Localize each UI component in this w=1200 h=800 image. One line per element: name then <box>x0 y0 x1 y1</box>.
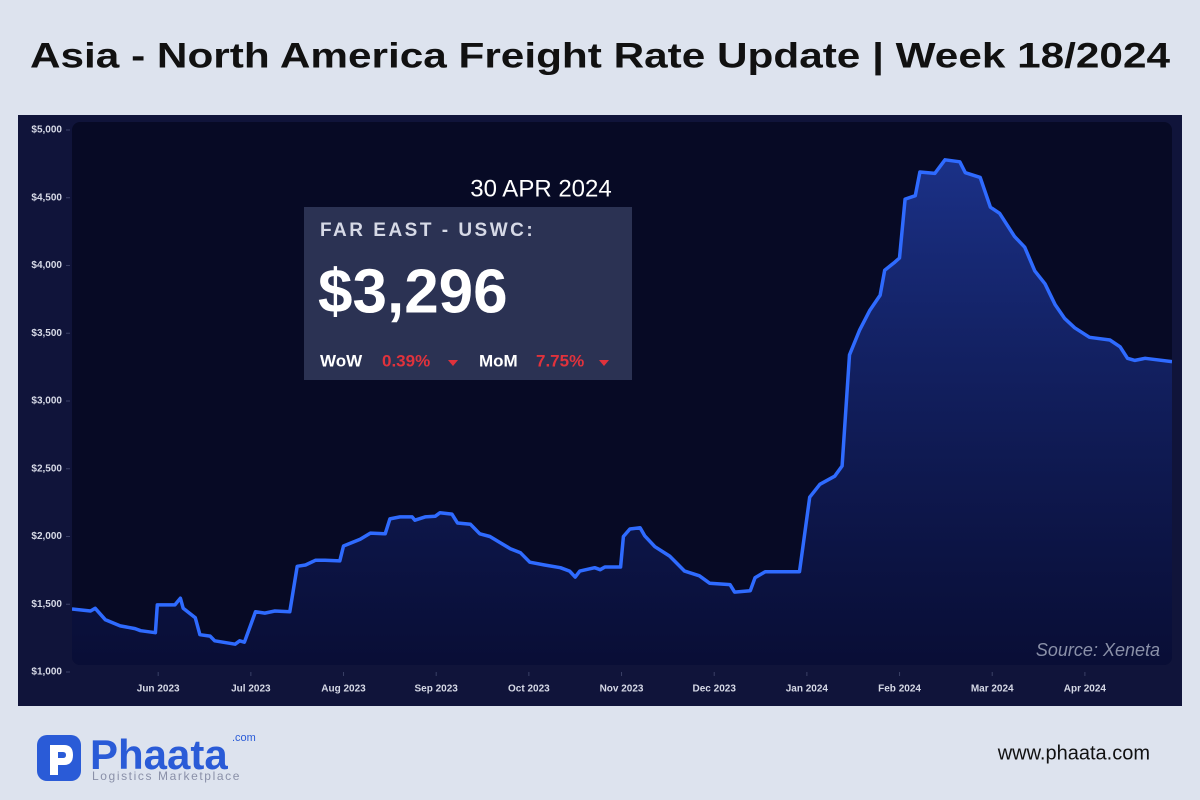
website: www.phaata.com <box>997 742 1150 764</box>
wow-value: 0.39% <box>382 351 430 370</box>
x-tick-label: Jun 2023 <box>137 684 180 695</box>
y-tick-label: $5,000 <box>31 125 62 136</box>
x-tick-label: Mar 2024 <box>971 684 1014 695</box>
y-tick-label: $2,500 <box>31 463 62 474</box>
x-tick-label: Aug 2023 <box>321 684 366 695</box>
y-tick-label: $2,000 <box>31 531 62 542</box>
tagline: Logistics Marketplace <box>92 769 241 783</box>
x-tick-label: Nov 2023 <box>600 684 644 695</box>
wow-label: WoW <box>320 351 363 370</box>
x-tick-label: Dec 2023 <box>693 684 737 695</box>
y-tick-label: $3,500 <box>31 328 62 339</box>
logo-glyph <box>50 745 73 775</box>
x-tick-label: Sep 2023 <box>415 684 459 695</box>
x-tick-label: Apr 2024 <box>1064 684 1107 695</box>
line-area <box>72 159 1172 665</box>
callout-value: $3,296 <box>318 257 508 326</box>
down-caret <box>448 360 458 366</box>
x-tick-label: Jan 2024 <box>786 684 829 695</box>
callout-box <box>304 207 632 380</box>
brand: Phaata <box>90 731 228 778</box>
x-tick-label: Jul 2023 <box>231 684 271 695</box>
x-tick-label: Feb 2024 <box>878 684 921 695</box>
source: Source: Xeneta <box>1036 640 1160 660</box>
callout-label: FAR EAST - USWC: <box>320 220 535 241</box>
mom-value: 7.75% <box>536 351 584 370</box>
brand-suffix: .com <box>232 732 256 744</box>
line <box>72 158 1172 646</box>
y-tick-label: $4,500 <box>31 192 62 203</box>
y-tick-label: $4,000 <box>31 260 62 271</box>
down-caret <box>599 360 609 366</box>
y-tick-label: $1,500 <box>31 599 62 610</box>
x-tick-label: Oct 2023 <box>508 684 550 695</box>
mom-label: MoM <box>479 351 518 370</box>
y-tick-label: $1,000 <box>31 667 62 678</box>
callout-date: 30 APR 2024 <box>470 175 611 202</box>
y-tick-label: $3,000 <box>31 396 62 407</box>
title: Asia - North America Freight Rate Update… <box>30 36 1171 75</box>
